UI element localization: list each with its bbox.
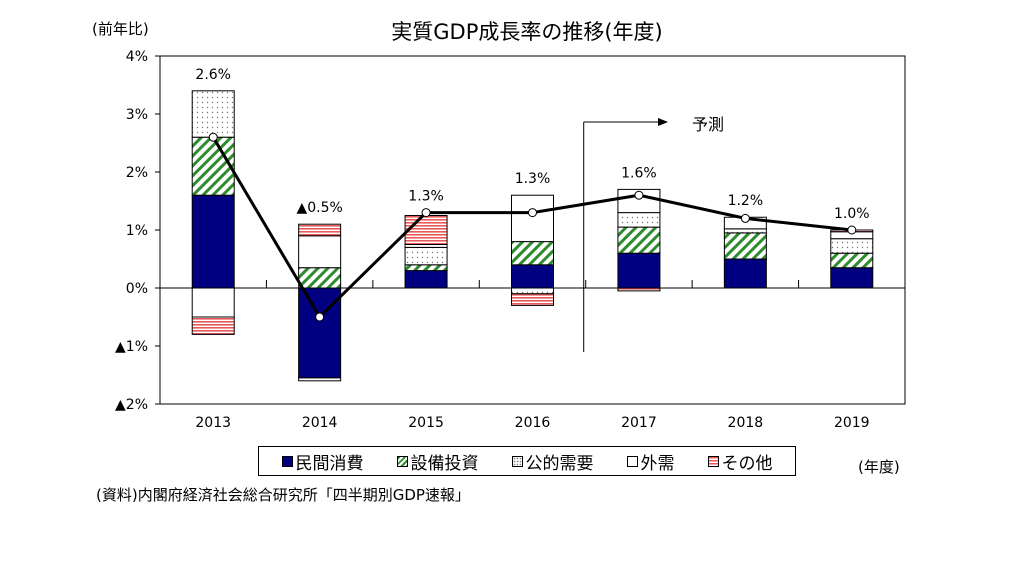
bar-segment-2019-民間消費 <box>830 267 874 289</box>
y-tick-label: 3% <box>126 107 148 123</box>
legend-swatch <box>626 455 638 467</box>
data-label: ▲0.5% <box>296 200 342 216</box>
bar-segment-2017-その他 <box>617 287 661 292</box>
total-point-2014 <box>315 312 325 322</box>
y-tick-label: ▲2% <box>115 397 148 413</box>
total-point-2017 <box>634 190 644 200</box>
bar-segment-2017-設備投資 <box>617 226 661 254</box>
bar-segment-2019-設備投資 <box>830 252 874 269</box>
legend: 民間消費 設備投資 公的需要 外需 その他 <box>258 446 796 476</box>
x-tick-label: 2018 <box>728 415 764 431</box>
bar-segment-2014-公的需要 <box>298 377 342 382</box>
bar-segment-2013-設備投資 <box>191 136 235 196</box>
total-point-2016 <box>528 208 537 218</box>
x-tick-label: 2019 <box>834 415 870 431</box>
bar-segment-2018-公的需要 <box>723 228 767 234</box>
legend-item-public: 公的需要 <box>511 449 594 474</box>
bar-segment-2014-外需 <box>298 235 342 269</box>
legend-swatch <box>511 455 523 467</box>
forecast-arrowhead-icon <box>658 118 668 126</box>
bar-segment-2019-公的需要 <box>830 238 874 254</box>
bar-segment-2017-公的需要 <box>617 212 661 228</box>
x-tick-label: 2014 <box>302 415 338 431</box>
bar-segment-2016-その他 <box>511 293 554 306</box>
total-point-2013 <box>208 132 218 142</box>
y-tick-label: 2% <box>126 165 148 181</box>
y-tick-label: 1% <box>126 223 148 239</box>
data-label: 1.2% <box>728 193 764 209</box>
bar-segment-2015-その他 <box>404 215 448 245</box>
bar-segment-2018-設備投資 <box>723 232 767 260</box>
x-tick-label: 2016 <box>515 415 551 431</box>
bar-segment-2016-外需 <box>511 194 554 243</box>
legend-item-capex: 設備投資 <box>396 449 479 474</box>
legend-swatch <box>396 455 408 467</box>
legend-item-consumption: 民間消費 <box>281 449 364 474</box>
legend-label: 外需 <box>640 453 675 474</box>
bar-segment-2013-民間消費 <box>191 194 235 289</box>
bar-segment-2015-公的需要 <box>404 246 448 266</box>
y-axis-label: (前年比) <box>92 20 149 38</box>
legend-label: 設備投資 <box>410 453 479 474</box>
bar-segment-2013-その他 <box>191 316 235 335</box>
total-point-2019 <box>847 225 857 235</box>
bar-segment-2014-その他 <box>298 223 342 237</box>
legend-item-external: 外需 <box>626 449 675 474</box>
bar-segment-2017-民間消費 <box>617 252 661 289</box>
x-axis-label: (年度) <box>858 458 900 476</box>
total-point-2015 <box>421 208 431 218</box>
x-tick-label: 2017 <box>621 415 657 431</box>
legend-item-other: その他 <box>707 449 773 474</box>
data-label: 1.0% <box>834 206 870 222</box>
data-label: 1.3% <box>408 189 444 205</box>
legend-swatch <box>281 455 293 467</box>
legend-swatch <box>707 455 719 467</box>
bar-segment-2016-設備投資 <box>511 241 554 266</box>
legend-label: 民間消費 <box>295 453 364 474</box>
x-tick-label: 2015 <box>408 415 444 431</box>
total-point-2018 <box>740 213 750 223</box>
source-note: (資料)内閣府経済社会総合研究所「四半期別GDP速報」 <box>96 486 470 504</box>
data-label: 2.6% <box>195 67 231 83</box>
bar-segment-2015-設備投資 <box>404 264 448 272</box>
bar-segment-2016-公的需要 <box>511 287 554 295</box>
bar-segment-2018-民間消費 <box>723 258 767 289</box>
data-label: 1.6% <box>621 165 657 181</box>
forecast-label: 予測 <box>692 115 724 134</box>
bar-segment-2015-民間消費 <box>404 270 448 289</box>
chart-title: 実質GDP成長率の推移(年度) <box>391 20 663 44</box>
x-tick-label: 2013 <box>195 415 231 431</box>
legend-label: 公的需要 <box>525 453 594 474</box>
bar-segment-2014-設備投資 <box>298 267 342 289</box>
legend-label: その他 <box>721 453 773 474</box>
y-tick-label: 0% <box>126 281 148 297</box>
bar-segment-2013-公的需要 <box>191 90 235 138</box>
data-label: 1.3% <box>515 171 551 187</box>
y-tick-label: 4% <box>126 49 148 65</box>
bar-segment-2013-外需 <box>191 287 235 318</box>
bar-segment-2016-民間消費 <box>511 264 554 289</box>
y-tick-label: ▲1% <box>115 339 148 355</box>
